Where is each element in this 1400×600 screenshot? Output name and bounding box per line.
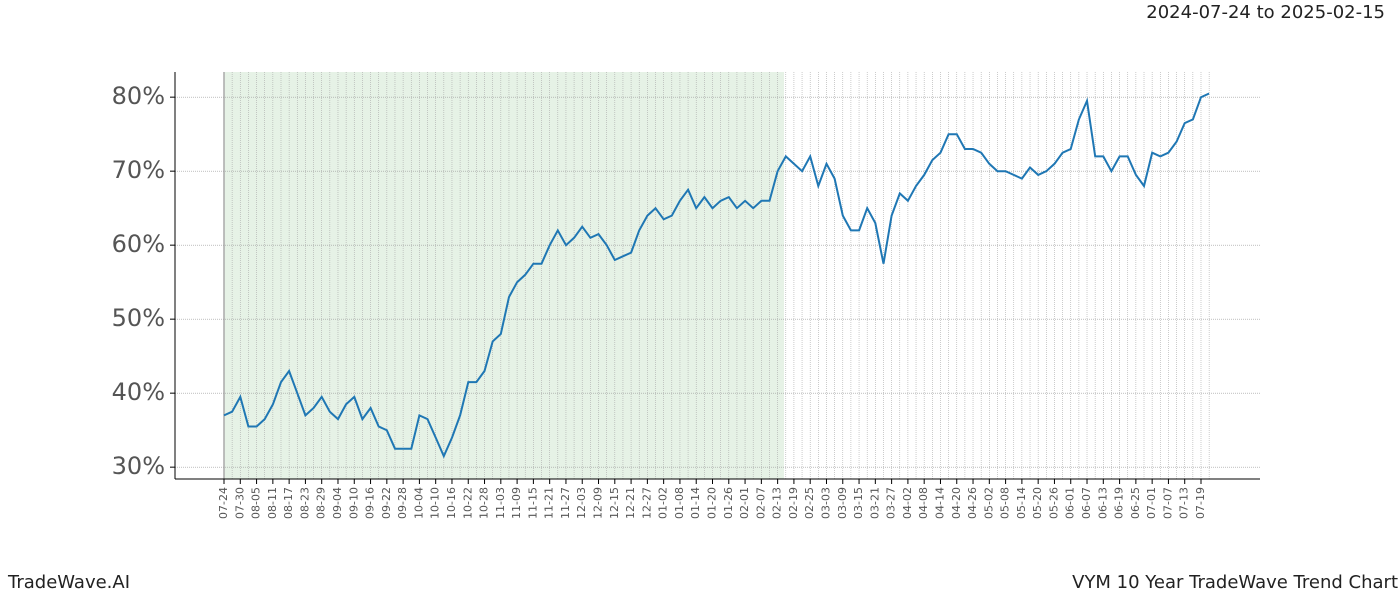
x-tick-label: 06-13 [1096,487,1109,519]
x-tick-label: 02-25 [803,487,816,519]
x-tick-label: 12-03 [575,487,588,519]
x-tick-label: 07-01 [1145,487,1158,519]
x-tick-label: 06-01 [1064,487,1077,519]
x-tick-label: 02-07 [754,487,767,519]
x-tick-label: 06-07 [1080,487,1093,519]
x-tick-label: 03-09 [836,487,849,519]
x-tick-label: 09-04 [331,487,344,519]
highlight-region [224,72,784,479]
x-tick-label: 07-19 [1194,487,1207,519]
x-tick-label: 04-02 [901,487,914,519]
x-tick-label: 03-15 [852,487,865,519]
x-tick-label: 11-27 [559,487,572,519]
x-tick-label: 09-16 [364,487,377,519]
x-tick-label: 08-23 [298,487,311,519]
y-tick-label: 80% [112,82,165,110]
x-tick-label: 04-26 [966,487,979,519]
x-tick-label: 01-26 [722,487,735,519]
x-tick-label: 04-08 [917,487,930,519]
x-tick-label: 01-08 [673,487,686,519]
x-tick-label: 01-02 [657,487,670,519]
x-tick-label: 04-14 [933,487,946,519]
x-tick-label: 07-07 [1161,487,1174,519]
x-tick-label: 09-10 [347,487,360,519]
x-tick-label: 10-16 [445,487,458,519]
x-tick-label: 06-25 [1129,487,1142,519]
x-tick-label: 11-03 [494,487,507,519]
x-tick-label: 04-20 [950,487,963,519]
x-tick-label: 03-03 [819,487,832,519]
x-tick-label: 05-08 [999,487,1012,519]
x-tick-label: 12-09 [592,487,605,519]
x-tick-label: 12-21 [624,487,637,519]
footer-caption: VYM 10 Year TradeWave Trend Chart [1072,572,1398,593]
x-tick-label: 10-10 [429,487,442,519]
x-tick-label: 08-29 [315,487,328,519]
x-tick-label: 07-30 [233,487,246,519]
x-tick-label: 08-05 [250,487,263,519]
x-tick-label: 11-21 [543,487,556,519]
x-tick-label: 05-20 [1031,487,1044,519]
y-tick-label: 30% [112,452,165,480]
x-tick-label: 08-11 [266,487,279,519]
x-tick-label: 09-22 [380,487,393,519]
x-tick-label: 03-27 [885,487,898,519]
x-tick-label: 02-13 [771,487,784,519]
x-tick-label: 05-14 [1015,487,1028,519]
x-tick-label: 11-15 [526,487,539,519]
x-tick-label: 09-28 [396,487,409,519]
x-tick-label: 07-13 [1178,487,1191,519]
x-tick-label: 03-21 [868,487,881,519]
line-series [223,92,1210,459]
x-tick-label: 08-17 [282,487,295,519]
y-tick-label: 60% [112,230,165,258]
x-tick-label: 05-02 [982,487,995,519]
x-tick-label: 02-19 [787,487,800,519]
y-tick-label: 50% [112,304,165,332]
footer-brand: TradeWave.AI [7,572,130,593]
x-tick-label: 12-15 [608,487,621,519]
x-tick-label: 06-19 [1113,487,1126,519]
y-tick-label: 70% [112,156,165,184]
x-tick-label: 07-24 [217,487,230,519]
x-tick-label: 10-28 [478,487,491,519]
x-tick-label: 10-22 [461,487,474,519]
x-tick-label: 11-09 [510,487,523,519]
x-tick-label: 01-20 [706,487,719,519]
x-tick-label: 05-26 [1047,487,1060,519]
y-tick-label: 40% [112,378,165,406]
x-tick-label: 12-27 [640,487,653,519]
x-tick-label: 01-14 [689,487,702,519]
x-tick-label: 02-01 [738,487,751,519]
chart-title: 2024-07-24 to 2025-02-15 [1146,2,1385,23]
x-tick-label: 10-04 [412,487,425,519]
